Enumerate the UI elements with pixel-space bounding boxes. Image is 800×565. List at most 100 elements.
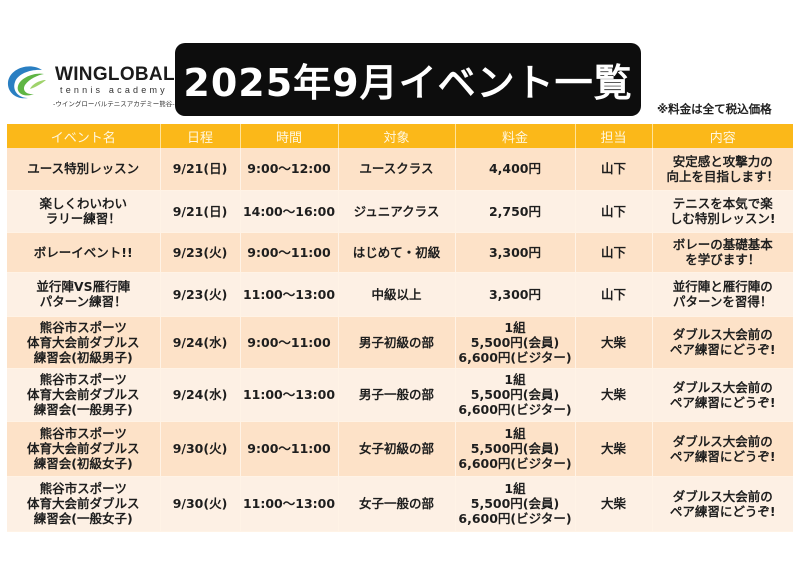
fee-cell: 4,400円: [455, 148, 576, 191]
fee-line: 5,500円(会員): [470, 334, 560, 350]
staff-cell: 大柴: [575, 476, 653, 532]
content-line: ペア練習にどうぞ!: [669, 342, 776, 357]
fee-line: 1組: [504, 372, 526, 387]
column-header-target: 対象: [338, 124, 456, 148]
event-name-line: 熊谷市スポーツ: [39, 319, 127, 335]
event-name-line: 練習会(一般男子): [33, 402, 133, 417]
content-cell: ボレーの基礎基本 を学びます！: [652, 232, 793, 273]
column-header-time: 時間: [240, 124, 339, 148]
content-line: ボレーの基礎基本: [672, 237, 773, 252]
event-name-line: 体育大会前ダブルス: [26, 441, 140, 456]
fee-line: 5,500円(会員): [470, 441, 560, 456]
brand-tagline: tennis academy: [60, 85, 168, 95]
fee-line: 6,600円(ビジター): [458, 456, 572, 471]
fee-cell: 3,300円: [455, 232, 576, 273]
event-name-line: 体育大会前ダブルス: [26, 387, 140, 402]
column-header-event-name: イベント名: [7, 124, 161, 148]
table-row: 楽しくわいわい ラリー練習！ 9/21(日) 14:00〜16:00 ジュニアクラ…: [7, 190, 793, 233]
event-name-line: 楽しくわいわい: [39, 196, 127, 211]
event-name-line: 並行陣VS雁行陣: [36, 279, 131, 294]
tax-note: ※料金は全て税込価格: [657, 102, 772, 116]
date-cell: 9/23(火): [160, 272, 241, 317]
content-line: 安定感と攻撃力の: [672, 153, 773, 169]
content-line: ペア練習にどうぞ!: [669, 448, 776, 464]
table-row: 並行陣VS雁行陣 パターン練習！ 9/23(火) 11:00〜13:00 中級以上…: [7, 272, 793, 317]
content-cell: ダブルス大会前の ペア練習にどうぞ!: [652, 421, 793, 477]
content-cell: ダブルス大会前の ペア練習にどうぞ!: [652, 476, 793, 532]
event-name-cell: 楽しくわいわい ラリー練習！: [7, 190, 161, 233]
fee-line: 5,500円(会員): [470, 387, 560, 402]
date-cell: 9/30(火): [160, 476, 241, 532]
staff-cell: 山下: [575, 190, 653, 233]
event-name-cell: 熊谷市スポーツ 体育大会前ダブルス 練習会(初級女子): [7, 421, 161, 477]
content-line: ダブルス大会前の: [672, 433, 773, 449]
event-name-line: 練習会(初級男子): [33, 349, 133, 365]
event-name-line: 熊谷市スポーツ: [39, 481, 127, 496]
event-name-line: ラリー練習！: [45, 211, 121, 226]
content-line: しむ特別レッスン!: [669, 211, 776, 226]
fee-line: 1組: [504, 319, 526, 335]
time-cell: 11:00〜13:00: [240, 272, 339, 317]
target-cell: 男子初級の部: [338, 316, 456, 369]
fee-line: 6,600円(ビジター): [458, 349, 572, 365]
table-row: 熊谷市スポーツ 体育大会前ダブルス 練習会(初級女子) 9/30(火) 9:00〜1…: [7, 421, 793, 477]
content-cell: テニスを本気で楽 しむ特別レッスン!: [652, 190, 793, 233]
staff-cell: 大柴: [575, 316, 653, 369]
target-cell: 中級以上: [338, 272, 456, 317]
fee-line: 1組: [504, 426, 526, 441]
fee-cell: 2,750円: [455, 190, 576, 233]
brand-kana: -ウイングローバルテニスアカデミー熊谷-: [53, 100, 175, 108]
column-header-staff: 担当: [575, 124, 653, 148]
column-header-date: 日程: [160, 124, 241, 148]
time-cell: 9:00〜11:00: [240, 232, 339, 273]
event-name-line: ユース特別レッスン: [27, 161, 140, 177]
date-cell: 9/30(火): [160, 421, 241, 477]
event-name-line: パターン練習！: [39, 294, 127, 309]
time-cell: 9:00〜12:00: [240, 148, 339, 191]
staff-cell: 山下: [575, 232, 653, 273]
event-name-line: 練習会(初級女子): [33, 456, 133, 471]
staff-cell: 大柴: [575, 368, 653, 422]
event-name-cell: ボレーイベント!!: [7, 232, 161, 273]
event-name-cell: 熊谷市スポーツ 体育大会前ダブルス 練習会(初級男子): [7, 316, 161, 369]
time-cell: 14:00〜16:00: [240, 190, 339, 233]
content-line: ダブルス大会前の: [672, 379, 773, 395]
page-title: 2025年9月イベント一覧: [183, 61, 633, 105]
staff-cell: 山下: [575, 272, 653, 317]
event-name-cell: 熊谷市スポーツ 体育大会前ダブルス 練習会(一般女子): [7, 476, 161, 532]
target-cell: ユースクラス: [338, 148, 456, 191]
target-cell: ジュニアクラス: [338, 190, 456, 233]
content-line: 向上を目指します！: [666, 168, 779, 184]
table-row: ユース特別レッスン 9/21(日) 9:00〜12:00 ユースクラス 4,40…: [7, 148, 793, 191]
content-line: ダブルス大会前の: [672, 488, 773, 504]
target-cell: 女子初級の部: [338, 421, 456, 477]
column-header-content: 内容: [652, 124, 793, 148]
target-cell: はじめて・初級: [338, 232, 456, 273]
date-cell: 9/24(水): [160, 316, 241, 369]
date-cell: 9/21(日): [160, 148, 241, 191]
title-banner: 2025年9月イベント一覧: [175, 43, 641, 116]
content-line: テニスを本気で楽: [672, 196, 773, 211]
table-header-row: イベント名 日程 時間 対象 料金 担当 内容: [7, 124, 793, 148]
content-line: ペア練習にどうぞ!: [669, 503, 776, 519]
content-cell: 並行陣と雁行陣の パターンを習得！: [652, 272, 793, 317]
date-cell: 9/24(水): [160, 368, 241, 422]
event-name-line: 熊谷市スポーツ: [39, 372, 127, 387]
fee-cell: 1組 5,500円(会員) 6,600円(ビジター): [455, 421, 576, 477]
content-line: ペア練習にどうぞ!: [669, 394, 776, 410]
staff-cell: 大柴: [575, 421, 653, 477]
content-line: パターンを習得！: [673, 294, 773, 309]
time-cell: 11:00〜13:00: [240, 368, 339, 422]
table-row: 熊谷市スポーツ 体育大会前ダブルス 練習会(一般男子) 9/24(水) 11:00〜…: [7, 368, 793, 422]
table-row: 熊谷市スポーツ 体育大会前ダブルス 練習会(初級男子) 9/24(水) 9:00〜1…: [7, 316, 793, 369]
column-header-fee: 料金: [455, 124, 576, 148]
event-name-line: 熊谷市スポーツ: [39, 426, 127, 441]
fee-cell: 1組 5,500円(会員) 6,600円(ビジター): [455, 316, 576, 369]
fee-line: 6,600円(ビジター): [458, 402, 572, 417]
brand-logo: WINGLOBAL tennis academy -ウイングローバルテニスアカデ…: [4, 56, 175, 110]
brand-name: WINGLOBAL: [55, 64, 175, 85]
date-cell: 9/23(火): [160, 232, 241, 273]
content-cell: 安定感と攻撃力の 向上を目指します！: [652, 148, 793, 191]
target-cell: 男子一般の部: [338, 368, 456, 422]
swoosh-logo-icon: [7, 66, 46, 99]
